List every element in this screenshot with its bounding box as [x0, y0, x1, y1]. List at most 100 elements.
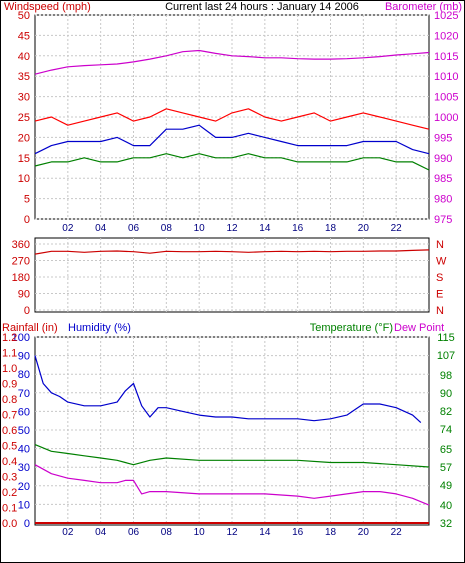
x-tick-label: 08 [161, 527, 173, 538]
humidity-tick-label: 70 [18, 388, 30, 400]
compass-label: W [436, 256, 447, 268]
wind-series [34, 49, 430, 171]
dewpoint-line [34, 464, 430, 506]
windspeed-axis-label: Windspeed (mph) [4, 1, 91, 13]
compass-label: E [436, 289, 443, 301]
x-tick-label: 02 [62, 223, 74, 234]
barometer-tick-labels: 975 980 985 990 995 1000 1005 1010 1015 1020 1025 [434, 10, 458, 226]
temperature-tick-label: 65 [440, 444, 452, 456]
compass-label: S [436, 272, 443, 284]
rain-tick-label: 1.1 [2, 348, 17, 360]
windspeed-tick-label: 15 [18, 153, 30, 165]
barometer-tick-label: 1000 [434, 112, 458, 124]
temperature-tick-label: 49 [440, 480, 452, 492]
x-tick-label: 06 [128, 527, 140, 538]
compass-label: N [436, 239, 444, 251]
windspeed-tick-label: 45 [18, 30, 30, 42]
temperature-tick-label: 74 [440, 424, 452, 436]
rain-tick-label: 0.7 [2, 410, 17, 422]
windspeed-tick-label: 35 [18, 71, 30, 83]
temperature-tick-label: 115 [437, 332, 455, 344]
rain-tick-label: 1.2 [2, 332, 17, 344]
rain-tick-labels: 1.2 1.1 1.0 0.9 0.8 0.7 0.6 0.5 0.4 0.3 0.2 0.1 0.0 [2, 332, 17, 530]
barometer-tick-label: 1010 [434, 71, 458, 83]
direction-tick-label: 270 [12, 256, 30, 268]
rain-tick-label: 0.5 [2, 441, 17, 453]
rain-tick-label: 0.3 [2, 472, 17, 484]
humidity-tick-label: 40 [18, 444, 30, 456]
x-tick-label: 10 [194, 527, 206, 538]
x-tick-label: 08 [161, 223, 173, 234]
rain-tick-label: 0.6 [2, 425, 17, 437]
humidity-line [34, 355, 422, 424]
humidity-tick-label: 80 [18, 369, 30, 381]
windspeed-tick-label: 10 [18, 173, 30, 185]
rain-tick-label: 0.4 [2, 456, 17, 468]
windspeed-tick-label: 50 [18, 10, 30, 22]
windspeed-tick-label: 40 [18, 51, 30, 63]
wind-barometer-panel: Windspeed (mph) Current last 24 hours : … [4, 1, 462, 234]
temperature-tick-label: 90 [440, 388, 452, 400]
barometer-tick-label: 990 [434, 153, 452, 165]
humidity-tick-label: 90 [18, 351, 30, 363]
temperature-tick-label: 40 [440, 500, 452, 512]
temperature-tick-label: 107 [437, 350, 455, 362]
x-tick-label: 14 [259, 223, 271, 234]
wind-x-tick-labels: 02 04 06 08 10 12 14 16 18 20 22 [62, 223, 402, 234]
direction-series [34, 249, 430, 255]
rain-tick-label: 0.8 [2, 394, 17, 406]
rain-tick-label: 1.0 [2, 363, 17, 375]
rain-tick-label: 0.9 [2, 379, 17, 391]
x-tick-label: 06 [128, 223, 140, 234]
humidity-tick-label: 30 [18, 462, 30, 474]
windspeed-tick-label: 5 [24, 194, 30, 206]
x-tick-label: 18 [325, 223, 337, 234]
temp-x-tick-labels: 02 04 06 08 10 12 14 16 18 20 22 [62, 527, 402, 538]
x-tick-label: 12 [226, 223, 238, 234]
windspeed-tick-label: 30 [18, 92, 30, 104]
humidity-tick-label: 50 [18, 425, 30, 437]
x-tick-label: 02 [62, 527, 74, 538]
x-tick-label: 16 [292, 527, 304, 538]
x-tick-label: 20 [358, 527, 370, 538]
temp-humidity-panel: Rainfall (in) Humidity (%) Temperature (… [2, 322, 455, 538]
temperature-tick-label: 98 [440, 370, 452, 382]
barometer-tick-label: 980 [434, 194, 452, 206]
x-tick-label: 20 [358, 223, 370, 234]
windspeed-tick-label: 0 [24, 214, 30, 226]
low-line [34, 153, 430, 171]
barometer-tick-label: 995 [434, 132, 452, 144]
barometer-axis-label: Barometer (mb) [385, 1, 462, 13]
windspeed-tick-labels: 0 5 10 15 20 25 30 35 40 45 50 [18, 10, 30, 226]
rainfall-axis-label: Rainfall (in) [2, 322, 58, 334]
windspeed-tick-label: 20 [18, 132, 30, 144]
direction-tick-label: 90 [18, 289, 30, 301]
average-line [34, 124, 430, 155]
temperature-tick-label: 57 [440, 462, 452, 474]
direction-tick-label: 180 [12, 272, 30, 284]
x-tick-label: 04 [95, 223, 107, 234]
humidity-tick-label: 20 [18, 481, 30, 493]
dewpoint-axis-label: Dew Point [394, 322, 444, 334]
humidity-axis-label: Humidity (%) [68, 322, 131, 334]
barometer-line [34, 49, 430, 75]
temp-series [34, 355, 430, 524]
humidity-tick-label: 10 [18, 499, 30, 511]
direction-line [34, 249, 430, 255]
chart-title: Current last 24 hours : January 14 2006 [165, 1, 359, 13]
humidity-tick-label: 60 [18, 406, 30, 418]
humidity-tick-label: 100 [12, 332, 30, 344]
temperature-tick-label: 32 [440, 518, 452, 530]
temperature-axis-label: Temperature (°F) [310, 322, 393, 334]
gust-line [34, 108, 430, 130]
direction-tick-label: 360 [12, 239, 30, 251]
temperature-line [34, 444, 430, 468]
barometer-tick-label: 1020 [434, 30, 458, 42]
rain-tick-label: 0.1 [2, 503, 17, 515]
x-tick-label: 04 [95, 527, 107, 538]
barometer-tick-label: 1015 [434, 51, 458, 63]
